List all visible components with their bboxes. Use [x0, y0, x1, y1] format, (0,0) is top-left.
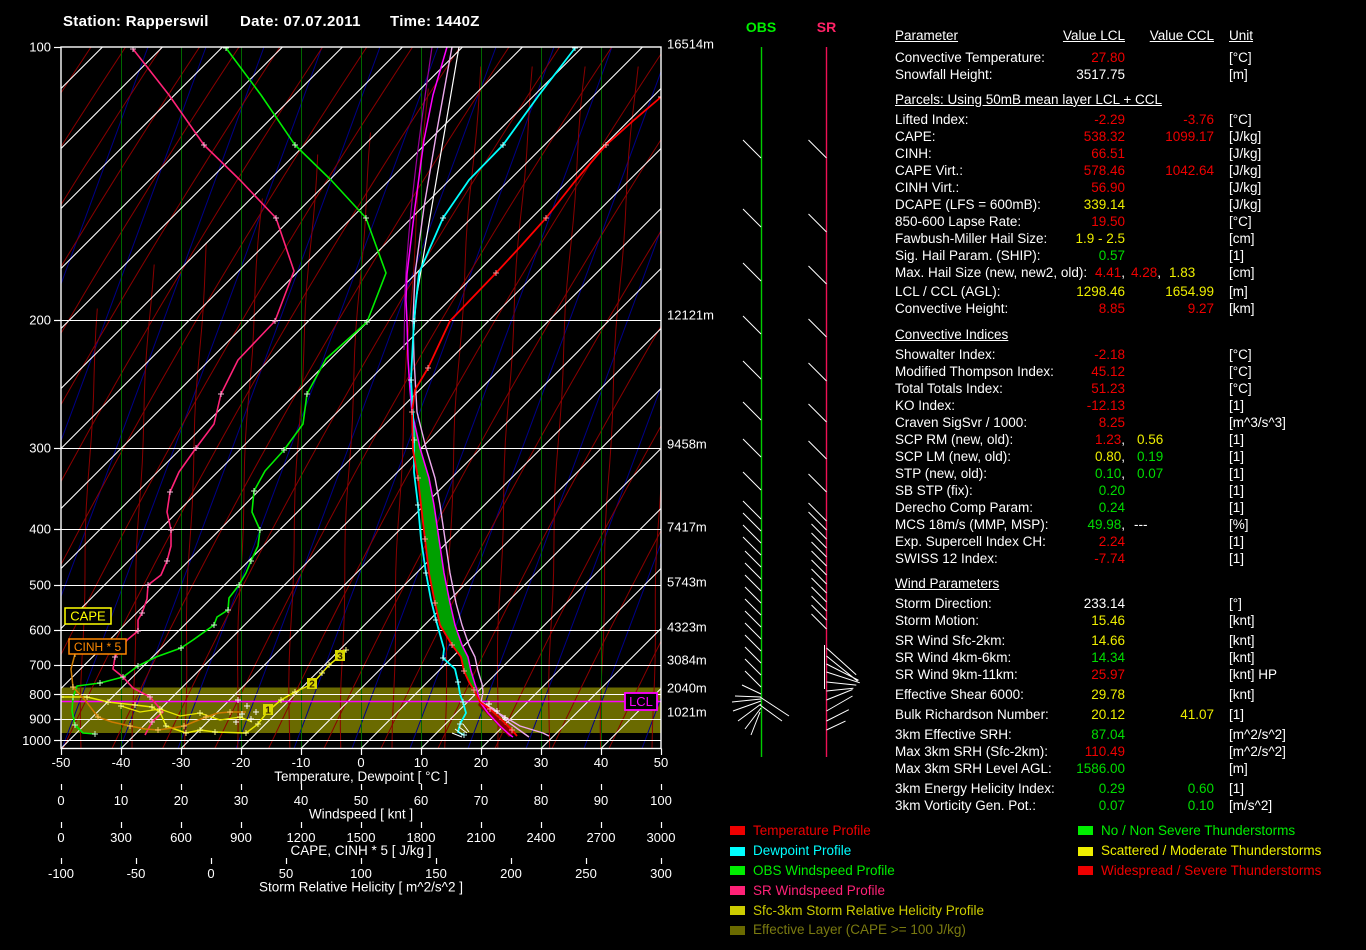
svg-text:20: 20 [474, 755, 488, 770]
svg-text:40: 40 [294, 793, 308, 808]
svg-text:Temperature, Dewpoint [ °C ]: Temperature, Dewpoint [ °C ] [274, 769, 447, 784]
svg-text:0: 0 [357, 755, 364, 770]
svg-text:10: 10 [414, 755, 428, 770]
svg-text:2: 2 [309, 680, 315, 691]
svg-text:OBS: OBS [746, 19, 776, 35]
svg-text:3084m: 3084m [667, 653, 707, 668]
svg-text:200: 200 [29, 313, 51, 328]
svg-text:-40: -40 [112, 755, 131, 770]
svg-text:40: 40 [594, 755, 608, 770]
svg-text:600: 600 [170, 830, 192, 845]
svg-text:900: 900 [230, 830, 252, 845]
svg-text:-50: -50 [52, 755, 71, 770]
svg-text:SR: SR [817, 19, 836, 35]
svg-text:150: 150 [425, 866, 447, 881]
svg-text:-20: -20 [232, 755, 251, 770]
svg-text:0: 0 [57, 830, 64, 845]
svg-text:2700: 2700 [587, 830, 616, 845]
svg-text:90: 90 [594, 793, 608, 808]
svg-text:800: 800 [29, 687, 51, 702]
svg-text:30: 30 [234, 793, 248, 808]
svg-text:60: 60 [414, 793, 428, 808]
svg-text:-30: -30 [172, 755, 191, 770]
svg-text:80: 80 [534, 793, 548, 808]
svg-text:50: 50 [654, 755, 668, 770]
svg-text:12121m: 12121m [667, 308, 714, 323]
svg-text:300: 300 [650, 866, 672, 881]
svg-text:-50: -50 [127, 866, 146, 881]
svg-text:400: 400 [29, 522, 51, 537]
svg-text:50: 50 [279, 866, 293, 881]
svg-text:700: 700 [29, 658, 51, 673]
svg-text:LCL: LCL [629, 694, 653, 709]
svg-text:7417m: 7417m [667, 520, 707, 535]
svg-text:2400: 2400 [527, 830, 556, 845]
svg-text:500: 500 [29, 578, 51, 593]
svg-text:Windspeed [ knt ]: Windspeed [ knt ] [309, 807, 413, 822]
svg-text:1000: 1000 [22, 733, 51, 748]
svg-text:300: 300 [110, 830, 132, 845]
svg-text:1500: 1500 [347, 830, 376, 845]
svg-text:100: 100 [650, 793, 672, 808]
svg-text:5743m: 5743m [667, 575, 707, 590]
svg-text:2100: 2100 [467, 830, 496, 845]
svg-text:1800: 1800 [407, 830, 436, 845]
svg-text:100: 100 [350, 866, 372, 881]
svg-text:70: 70 [474, 793, 488, 808]
svg-text:Storm Relative Helicity [ m^2: Storm Relative Helicity [ m^2/s^2 ] [259, 880, 463, 895]
svg-text:-100: -100 [48, 866, 74, 881]
svg-text:4323m: 4323m [667, 620, 707, 635]
svg-text:0: 0 [57, 793, 64, 808]
svg-text:10: 10 [114, 793, 128, 808]
svg-text:30: 30 [534, 755, 548, 770]
svg-text:250: 250 [575, 866, 597, 881]
svg-text:CAPE: CAPE [70, 609, 106, 624]
svg-text:CINH * 5: CINH * 5 [74, 640, 122, 654]
svg-text:3000: 3000 [647, 830, 676, 845]
svg-text:200: 200 [500, 866, 522, 881]
svg-text:9458m: 9458m [667, 437, 707, 452]
svg-text:3: 3 [337, 652, 343, 663]
svg-text:50: 50 [354, 793, 368, 808]
svg-text:300: 300 [29, 441, 51, 456]
svg-text:1200: 1200 [287, 830, 316, 845]
svg-text:2040m: 2040m [667, 681, 707, 696]
svg-text:1: 1 [265, 706, 271, 717]
svg-text:0: 0 [207, 866, 214, 881]
svg-text:20: 20 [174, 793, 188, 808]
svg-text:600: 600 [29, 623, 51, 638]
svg-text:900: 900 [29, 712, 51, 727]
svg-text:1021m: 1021m [667, 705, 707, 720]
svg-text:100: 100 [29, 40, 51, 55]
svg-text:CAPE, CINH * 5 [ J/kg ]: CAPE, CINH * 5 [ J/kg ] [290, 843, 431, 858]
svg-text:-10: -10 [292, 755, 311, 770]
svg-text:16514m: 16514m [667, 37, 714, 52]
